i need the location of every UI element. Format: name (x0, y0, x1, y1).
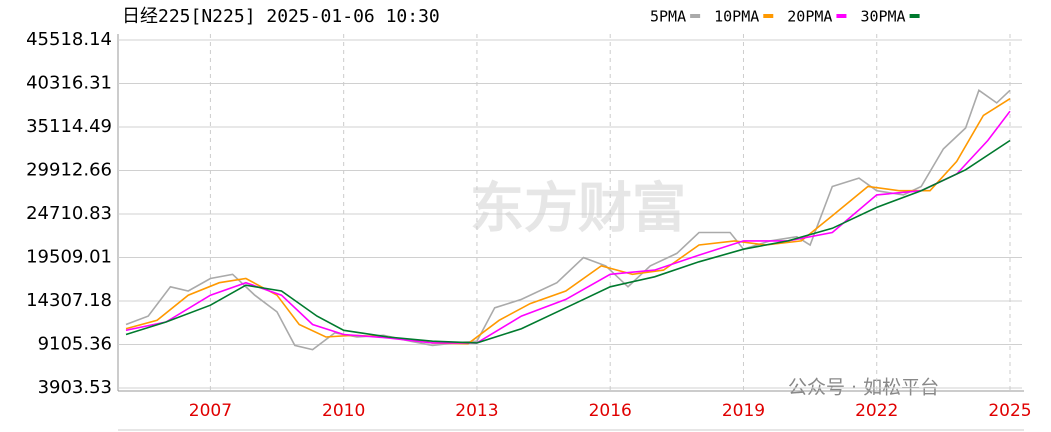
y-tick-label: 35114.49 (26, 116, 112, 137)
legend-swatch (836, 14, 847, 18)
chart-title: 日经225[N225] 2025-01-06 10:30 (122, 6, 440, 27)
legend-swatch (690, 14, 701, 18)
legend-label: 30PMA (860, 8, 905, 26)
x-tick-label: 2007 (189, 401, 232, 421)
legend-label: 10PMA (714, 8, 759, 26)
y-tick-label: 40316.31 (26, 73, 112, 94)
y-tick-label: 9105.36 (38, 333, 112, 354)
legend-swatch (763, 14, 774, 18)
legend-label: 5PMA (650, 8, 686, 26)
x-tick-label: 2022 (855, 401, 898, 421)
ma-line (125, 110, 1011, 344)
legend-label: 20PMA (787, 8, 832, 26)
y-tick-label: 3903.53 (38, 377, 112, 398)
y-tick-label: 24710.83 (26, 203, 112, 224)
y-tick-label: 29912.66 (26, 160, 112, 181)
y-tick-label: 45518.14 (26, 29, 112, 50)
x-tick-label: 2016 (589, 401, 632, 421)
x-tick-label: 2013 (455, 401, 498, 421)
ma-line (125, 89, 1011, 351)
x-tick-label: 2010 (322, 401, 365, 421)
watermark: 东方财富 (470, 177, 686, 240)
legend-swatch (909, 14, 920, 18)
ma-line (125, 139, 1011, 344)
x-tick-label: 2019 (722, 401, 765, 421)
x-tick-label: 2025 (988, 401, 1031, 421)
y-tick-label: 14307.18 (26, 290, 112, 311)
y-tick-label: 19509.01 (26, 247, 112, 268)
